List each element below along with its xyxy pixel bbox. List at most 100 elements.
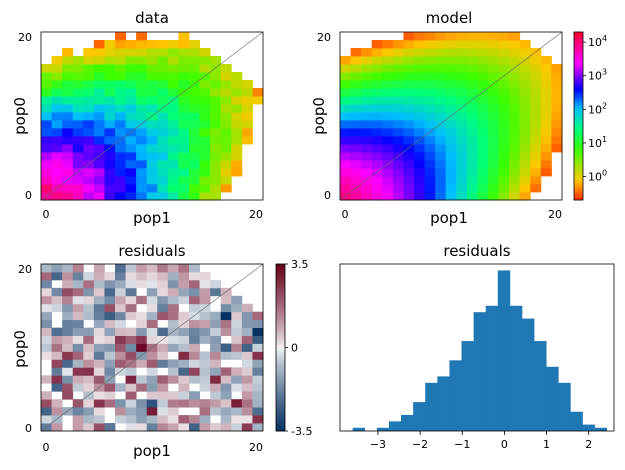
model-cell-16-7 xyxy=(509,136,521,145)
residuals-cell-13-7 xyxy=(178,367,190,376)
residuals-cell-14-0 xyxy=(189,423,200,432)
residuals-cell-11-3 xyxy=(157,399,169,408)
model-cell-18-16 xyxy=(530,64,542,73)
residuals-cell-20-10 xyxy=(252,343,264,352)
model-colorbar-step-6 xyxy=(574,180,583,184)
data-cell-0-3 xyxy=(41,168,52,177)
model-colorbar-step-23 xyxy=(574,132,583,136)
model-cell-9-4 xyxy=(435,160,447,169)
model-cell-9-12 xyxy=(435,96,447,105)
data-cell-2-18 xyxy=(62,48,74,57)
residuals-cell-9-6 xyxy=(136,375,148,384)
model-cell-2-8 xyxy=(361,128,373,137)
model-cell-4-19 xyxy=(382,40,394,49)
data-cell-0-13 xyxy=(41,88,52,97)
model-cell-12-18 xyxy=(466,48,478,57)
model-cell-6-2 xyxy=(403,176,415,185)
residuals-cell-10-3 xyxy=(146,399,158,408)
data-cell-14-9 xyxy=(189,120,200,129)
residuals-colorbar-step-37 xyxy=(276,325,285,329)
model-cell-14-17 xyxy=(488,56,499,65)
data-cell-14-19 xyxy=(189,40,200,49)
model-cell-9-20 xyxy=(435,32,447,41)
model-cell-15-2 xyxy=(498,176,510,185)
model-cell-12-2 xyxy=(466,176,478,185)
residuals-colorbar-step-30 xyxy=(276,344,285,348)
data-cell-12-8 xyxy=(167,128,179,137)
model-colorbar-step-52 xyxy=(574,51,583,55)
data-cell-5-17 xyxy=(93,56,105,65)
model-cell-1-15 xyxy=(350,72,362,81)
data-cell-0-10 xyxy=(41,112,52,121)
model-cell-10-6 xyxy=(445,144,457,153)
residuals-cell-14-10 xyxy=(189,343,200,352)
residuals-cell-9-10 xyxy=(136,343,148,352)
data-cell-2-0 xyxy=(62,192,74,201)
residuals-histogram-tick-label-5: 2 xyxy=(585,438,592,451)
residuals-cell-13-0 xyxy=(178,423,190,432)
residuals-histogram-bar-19 xyxy=(582,424,595,431)
data-cell-3-0 xyxy=(72,192,84,201)
data-cell-6-15 xyxy=(104,72,116,81)
data-cell-14-16 xyxy=(189,64,200,73)
residuals-cell-11-2 xyxy=(157,407,169,416)
residuals-cell-19-1 xyxy=(241,415,253,424)
data-cell-9-16 xyxy=(136,64,148,73)
residuals-histogram-bar-18 xyxy=(570,411,583,431)
residuals-cell-6-19 xyxy=(104,271,116,281)
data-cell-3-2 xyxy=(72,176,84,185)
residuals-cell-0-12 xyxy=(41,327,52,336)
data-cell-3-15 xyxy=(72,72,84,81)
residuals-cell-18-9 xyxy=(231,351,243,360)
data-cell-9-15 xyxy=(136,72,148,81)
residuals-cell-9-18 xyxy=(136,279,148,289)
residuals-cell-16-4 xyxy=(210,391,222,400)
data-cell-16-3 xyxy=(210,168,222,177)
data-cell-13-0 xyxy=(178,192,190,201)
model-cell-12-16 xyxy=(466,64,478,73)
data-cell-17-14 xyxy=(220,80,232,89)
model-cell-7-13 xyxy=(414,88,425,97)
model-cell-3-14 xyxy=(371,80,383,89)
data-cell-0-2 xyxy=(41,176,52,185)
model-cell-17-0 xyxy=(519,192,531,201)
model-cell-10-15 xyxy=(445,72,457,81)
residuals-cell-10-13 xyxy=(146,319,158,329)
model-cell-18-14 xyxy=(530,80,542,89)
residuals-cell-12-15 xyxy=(167,303,179,313)
data-cell-17-15 xyxy=(220,72,232,81)
data-cell-17-10 xyxy=(220,112,232,121)
model-cell-6-1 xyxy=(403,184,415,193)
residuals-colorbar-step-16 xyxy=(276,383,285,387)
data-cell-2-7 xyxy=(62,136,74,145)
data-cell-6-8 xyxy=(104,128,116,137)
model-cell-13-11 xyxy=(477,104,489,113)
residuals-cell-20-1 xyxy=(252,415,264,424)
residuals-cell-0-17 xyxy=(41,287,52,297)
model-cell-17-10 xyxy=(519,112,531,121)
residuals-cell-14-3 xyxy=(189,399,200,408)
data-cell-9-8 xyxy=(136,128,148,137)
model-cell-6-17 xyxy=(403,56,415,65)
model-cell-8-1 xyxy=(424,184,436,193)
data-cell-18-14 xyxy=(231,80,243,89)
model-colorbar-step-55 xyxy=(574,43,583,47)
data-cell-0-12 xyxy=(41,96,52,105)
data-cell-7-10 xyxy=(115,112,126,121)
model-cell-20-11 xyxy=(551,104,563,113)
data-cell-17-16 xyxy=(220,64,232,73)
model-cell-16-2 xyxy=(509,176,521,185)
data-cell-11-2 xyxy=(157,176,169,185)
model-colorbar-step-30 xyxy=(574,113,583,117)
residuals-cell-13-19 xyxy=(178,271,190,281)
data-cell-4-7 xyxy=(83,136,95,145)
data-cell-19-12 xyxy=(241,96,253,105)
data-cell-4-13 xyxy=(83,88,95,97)
residuals-cell-20-13 xyxy=(252,319,264,329)
model-cell-5-15 xyxy=(392,72,404,81)
model-cell-13-10 xyxy=(477,112,489,121)
data-cell-12-1 xyxy=(167,184,179,193)
residuals-cell-5-4 xyxy=(93,391,105,400)
model-colorbar-step-49 xyxy=(574,60,583,64)
model-colorbar-step-39 xyxy=(574,88,583,92)
